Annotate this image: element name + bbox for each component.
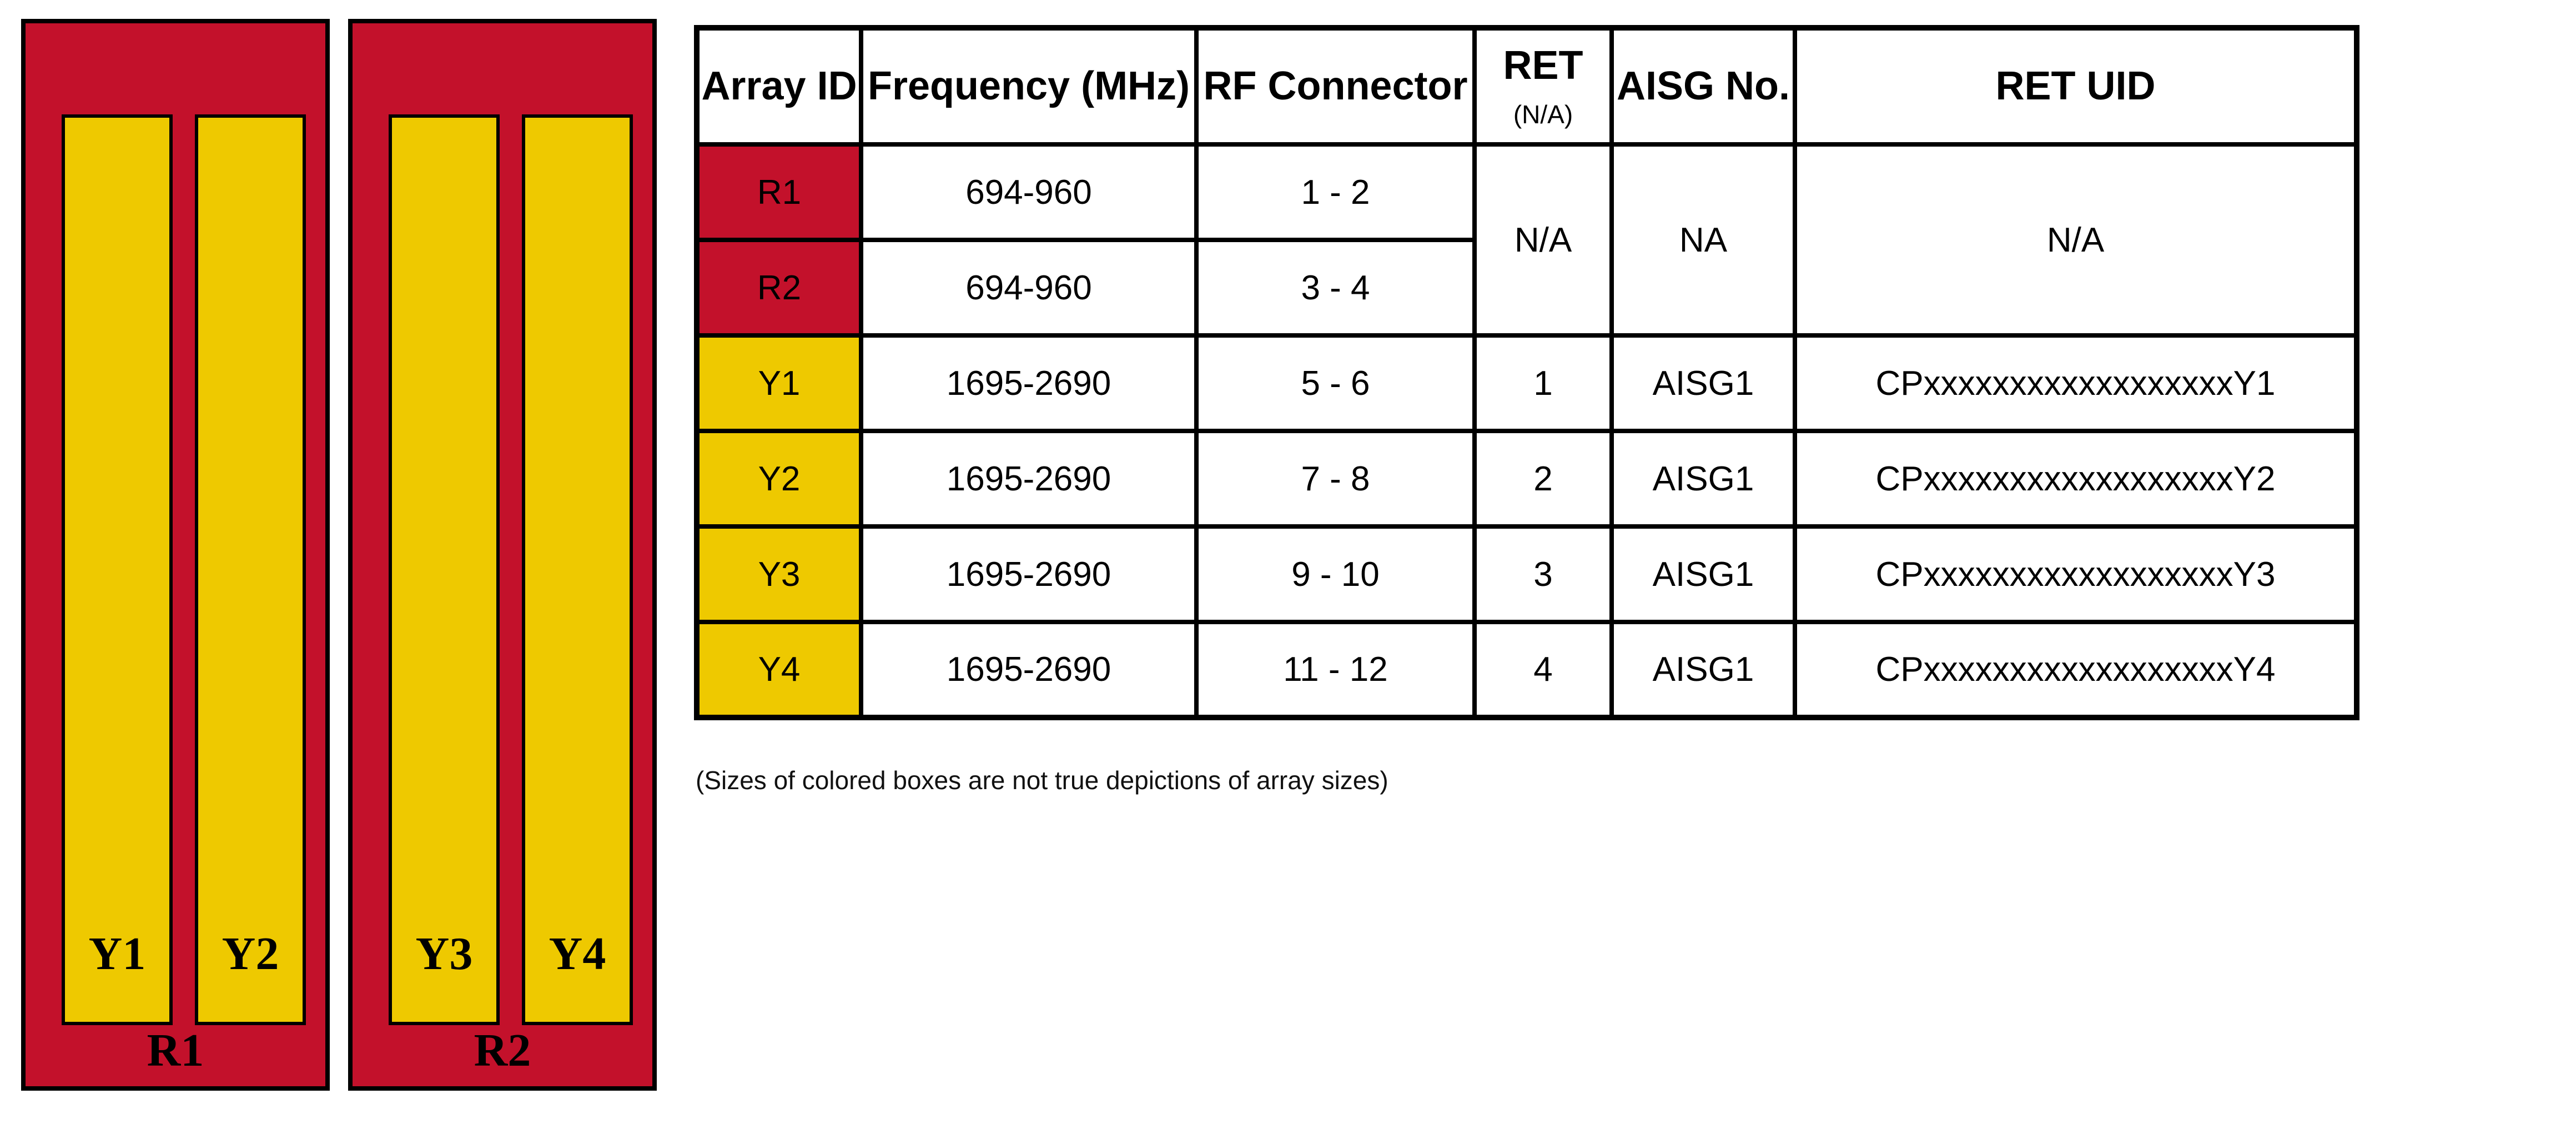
header-frequency: Frequency (MHz) — [859, 26, 1199, 147]
cell-y1-ret: 1 — [1472, 333, 1614, 433]
cell-y2-frequency: 1695-2690 — [859, 429, 1199, 529]
cell-r1-id: R1 — [695, 142, 863, 242]
red-panel-r2: Y3 Y4 R2 — [348, 19, 657, 1091]
cell-y4-aisg: AISG1 — [1609, 620, 1797, 720]
red-panel-r1: Y1 Y2 R1 — [21, 19, 330, 1091]
header-ret-uid: RET UID — [1793, 26, 2359, 147]
table-row-y1: Y1 1695-2690 5 - 6 1 AISG1 CPxxxxxxxxxxx… — [695, 333, 2359, 433]
table-row-r2: R2 694-960 3 - 4 — [695, 238, 2357, 338]
header-array-id: Array ID — [695, 26, 863, 147]
cell-r1r2-ret-uid: N/A — [1793, 142, 2359, 338]
cell-r1r2-ret: N/A — [1472, 142, 1614, 338]
cell-y1-ret-uid: CPxxxxxxxxxxxxxxxxxxY1 — [1793, 333, 2359, 433]
bar-label-y4: Y4 — [549, 928, 606, 980]
header-aisg-no: AISG No. — [1609, 26, 1797, 147]
cell-r2-rf: 3 - 4 — [1194, 238, 1477, 338]
cell-y2-ret: 2 — [1472, 429, 1614, 529]
cell-y3-frequency: 1695-2690 — [859, 524, 1199, 624]
header-rf-connector: RF Connector — [1194, 26, 1477, 147]
cell-y1-rf: 5 - 6 — [1194, 333, 1477, 433]
cell-y2-id: Y2 — [695, 429, 863, 529]
note-text: (Sizes of colored boxes are not true dep… — [696, 766, 1388, 795]
yellow-bar-y4: Y4 — [522, 114, 633, 1025]
cell-y1-aisg: AISG1 — [1609, 333, 1797, 433]
cell-y4-id: Y4 — [695, 620, 863, 720]
table-row-r1: R1 694-960 1 - 2 N/A NA N/A — [695, 142, 2359, 338]
table-row-y2: Y2 1695-2690 7 - 8 2 AISG1 CPxxxxxxxxxxx… — [695, 429, 2359, 529]
cell-y1-frequency: 1695-2690 — [859, 333, 1199, 433]
cell-y3-ret-uid: CPxxxxxxxxxxxxxxxxxxY3 — [1793, 524, 2359, 624]
cell-r2-frequency: 694-960 — [859, 238, 1199, 338]
cell-r2-id: R2 — [695, 238, 863, 338]
cell-y2-aisg: AISG1 — [1609, 429, 1797, 529]
cell-r1-frequency: 694-960 — [859, 142, 1199, 242]
panel-label-r2: R2 — [474, 1025, 531, 1076]
cell-y3-id: Y3 — [695, 524, 863, 624]
cell-y4-frequency: 1695-2690 — [859, 620, 1199, 720]
yellow-bar-y3: Y3 — [389, 114, 500, 1025]
cell-y2-rf: 7 - 8 — [1194, 429, 1477, 529]
antenna-array-diagram: Y1 Y2 R1 Y3 Y4 R2 — [0, 0, 694, 1124]
cell-r1r2-aisg: NA — [1609, 142, 1797, 338]
cell-y3-aisg: AISG1 — [1609, 524, 1797, 624]
array-spec-table: Array ID Frequency (MHz) RF Connector RE… — [694, 25, 2359, 720]
bar-label-y3: Y3 — [415, 928, 473, 980]
table-row-y4: Y4 1695-2690 11 - 12 4 AISG1 CPxxxxxxxxx… — [695, 620, 2359, 720]
cell-y4-rf: 11 - 12 — [1194, 620, 1477, 720]
cell-y4-ret-uid: CPxxxxxxxxxxxxxxxxxxY4 — [1793, 620, 2359, 720]
panel-label-r1: R1 — [147, 1025, 204, 1076]
header-ret: RET (N/A) — [1472, 26, 1614, 147]
cell-y1-id: Y1 — [695, 333, 863, 433]
header-row: Array ID Frequency (MHz) RF Connector RE… — [695, 26, 2359, 147]
yellow-bar-y1: Y1 — [62, 114, 173, 1025]
cell-y2-ret-uid: CPxxxxxxxxxxxxxxxxxxY2 — [1793, 429, 2359, 529]
cell-y3-ret: 3 — [1472, 524, 1614, 624]
yellow-bar-y2: Y2 — [195, 114, 306, 1025]
header-ret-main: RET — [1503, 43, 1583, 88]
table-row-y3: Y3 1695-2690 9 - 10 3 AISG1 CPxxxxxxxxxx… — [695, 524, 2359, 624]
cell-y3-rf: 9 - 10 — [1194, 524, 1477, 624]
bar-label-y2: Y2 — [222, 928, 279, 980]
header-ret-sub: (N/A) — [1513, 100, 1573, 129]
cell-y4-ret: 4 — [1472, 620, 1614, 720]
cell-r1-rf: 1 - 2 — [1194, 142, 1477, 242]
bar-label-y1: Y1 — [88, 928, 146, 980]
